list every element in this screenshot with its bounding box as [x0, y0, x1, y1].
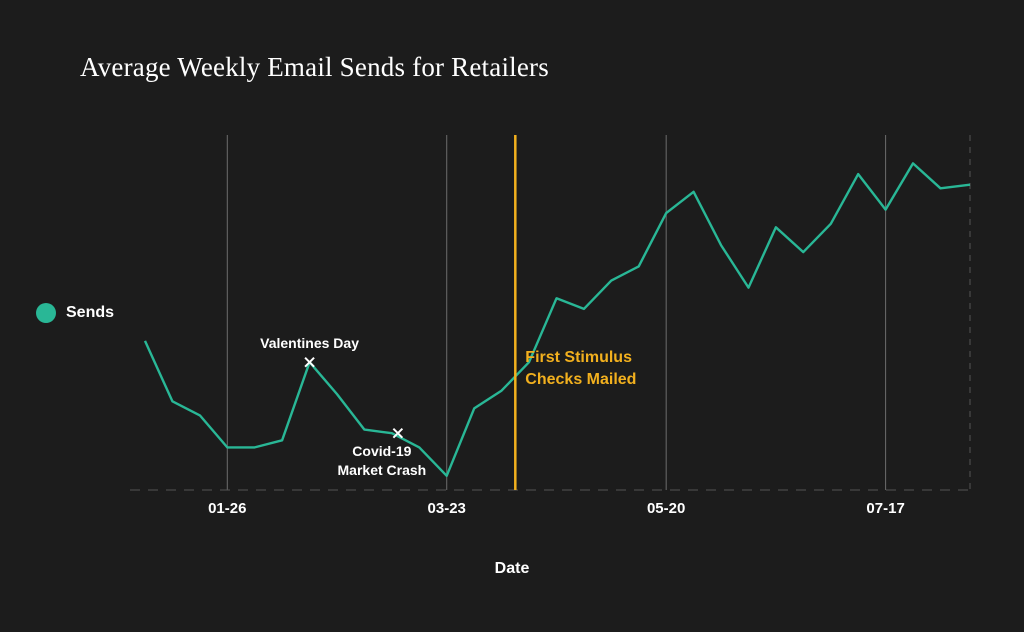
legend-swatch-sends — [36, 303, 56, 323]
stimulus-event-label: First Stimulus — [525, 349, 632, 366]
valentines-day-label: Valentines Day — [260, 335, 359, 351]
series-layer — [143, 162, 971, 477]
series-line-sends — [143, 162, 971, 477]
stimulus-event-label: Checks Mailed — [525, 371, 636, 388]
covid-crash-label: Market Crash — [338, 462, 427, 478]
x-tick-label: 01-26 — [208, 500, 246, 517]
chart-title: Average Weekly Email Sends for Retailers — [80, 52, 549, 82]
valentines-day-marker — [304, 356, 315, 368]
grid-layer — [226, 135, 971, 490]
covid-crash-label: Covid-19 — [352, 443, 411, 459]
legend: Sends — [36, 303, 114, 323]
axis-layer: 01-26 03-23 05-20 07-17 — [130, 489, 970, 517]
event-layer: First Stimulus Checks Mailed — [514, 135, 636, 490]
annotation-layer: Valentines Day Covid-19 Market Crash — [260, 335, 426, 478]
x-axis-title: Date — [495, 560, 530, 577]
legend-label-sends: Sends — [66, 304, 115, 321]
x-tick-label: 07-17 — [866, 500, 904, 517]
x-tick-label: 05-20 — [647, 500, 685, 517]
x-tick-label: 03-23 — [428, 500, 466, 517]
covid-crash-marker — [392, 427, 404, 439]
